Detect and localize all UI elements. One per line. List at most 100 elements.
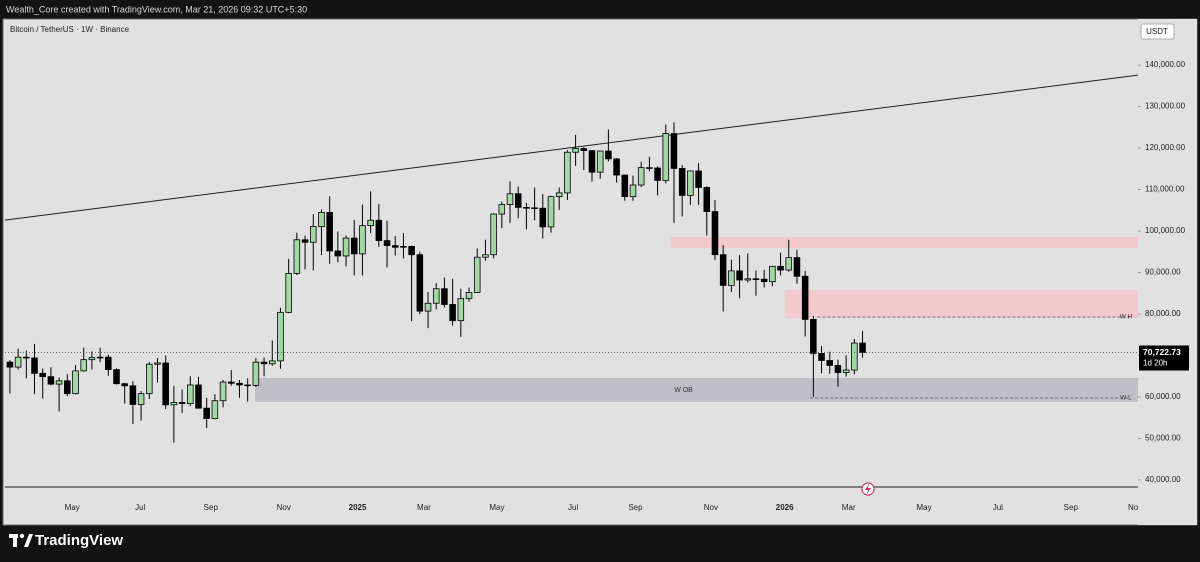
candle-body xyxy=(572,148,579,153)
candle-body xyxy=(564,151,571,194)
candle-body xyxy=(637,167,645,186)
candle-body xyxy=(55,380,63,385)
candle-body xyxy=(416,254,424,312)
currency-label: USDT xyxy=(1146,27,1168,36)
candle-body xyxy=(236,382,243,386)
candle-body xyxy=(318,211,325,227)
candle-body xyxy=(769,265,776,283)
candle-body xyxy=(187,384,194,405)
candle-body xyxy=(441,288,448,305)
trendline xyxy=(5,74,1138,221)
candle-body xyxy=(851,342,858,371)
y-tick-label: 40,000.00 xyxy=(1145,475,1181,484)
candle-body xyxy=(621,174,629,198)
candle-body xyxy=(260,361,268,365)
x-tick-label: May xyxy=(65,503,80,512)
candle-body xyxy=(80,359,87,372)
candle-body xyxy=(367,219,374,227)
candle-body xyxy=(834,365,842,373)
candle-body xyxy=(424,302,432,312)
candle-body xyxy=(719,254,727,286)
candle-body xyxy=(350,237,358,255)
brand-name: TradingView xyxy=(35,532,123,549)
zone xyxy=(670,237,1138,249)
y-tick-label: 120,000.00 xyxy=(1145,143,1186,152)
candle-body xyxy=(39,372,46,378)
candle-body xyxy=(309,226,317,243)
candle-body xyxy=(826,360,834,366)
candle-body xyxy=(400,246,407,248)
candle-body xyxy=(678,168,686,196)
candle-body xyxy=(514,193,522,208)
candle-body xyxy=(670,133,678,169)
candle-body xyxy=(277,311,284,362)
candle-body xyxy=(498,204,506,215)
x-tick-label: 2026 xyxy=(776,503,794,512)
zone-label: W OB xyxy=(674,387,693,394)
candle-body xyxy=(31,357,38,374)
candle-body xyxy=(777,265,784,271)
y-tick-label: 100,000.00 xyxy=(1145,226,1186,235)
logo-dot xyxy=(19,533,25,539)
x-tick-label: Jul xyxy=(135,503,145,512)
candle-body xyxy=(432,288,440,304)
event-bolt xyxy=(865,484,871,494)
candle-body xyxy=(64,380,71,395)
x-tick-label: Mar xyxy=(842,503,856,512)
candle-body xyxy=(736,270,743,281)
candle-body xyxy=(293,239,301,274)
candle-body xyxy=(47,376,55,385)
candle-body xyxy=(326,211,333,252)
candle-body xyxy=(752,278,760,280)
credit: Wealth_Core created with TradingView.com… xyxy=(6,4,307,14)
zone xyxy=(255,377,1138,402)
candle-body xyxy=(72,370,79,395)
y-tick-label: 110,000.00 xyxy=(1145,185,1185,194)
candle-body xyxy=(744,278,752,281)
logo-slash xyxy=(24,534,33,547)
candle-body xyxy=(252,361,260,386)
x-tick-label: Jul xyxy=(568,503,578,512)
candle-body xyxy=(613,158,620,176)
candle-body xyxy=(154,362,161,365)
candle-body xyxy=(687,170,694,196)
candle-body xyxy=(629,184,637,198)
candle-body xyxy=(391,245,399,248)
y-tick-label: 80,000.00 xyxy=(1145,309,1181,318)
x-tick-label: Nov xyxy=(704,503,718,512)
candle-body xyxy=(146,363,153,395)
candle-body xyxy=(810,319,817,354)
candle-body xyxy=(842,369,850,373)
candle-body xyxy=(23,356,30,359)
brand-logo xyxy=(9,533,33,547)
candle-body xyxy=(596,150,604,173)
candle-body xyxy=(728,270,735,286)
candle-body xyxy=(818,353,825,361)
countdown-label: 1d 20h xyxy=(1143,359,1167,368)
candle-body xyxy=(785,257,793,271)
y-tick-label: 90,000.00 xyxy=(1145,268,1181,277)
x-tick-label: May xyxy=(489,503,504,512)
candle-body xyxy=(178,401,186,405)
candle-body xyxy=(539,207,547,228)
candle-body xyxy=(301,239,309,243)
x-tick-label: Jul xyxy=(993,503,1003,512)
plot-area: W OB W H W L xyxy=(5,74,1138,443)
candle-body xyxy=(359,225,366,255)
candle-body xyxy=(375,219,383,242)
candle-body xyxy=(137,393,145,405)
y-tick-label: 130,000.00 xyxy=(1145,102,1186,111)
candle-body xyxy=(162,362,169,406)
candle-body xyxy=(801,275,809,320)
logo-stem xyxy=(13,534,17,547)
candle-body xyxy=(342,237,350,257)
candle-body xyxy=(334,250,342,257)
candle-body xyxy=(449,304,456,322)
candle-body xyxy=(703,187,711,212)
price-axis xyxy=(1138,19,1197,525)
x-tick-label: May xyxy=(916,503,931,512)
candle-body xyxy=(203,407,210,419)
currency-button[interactable] xyxy=(1140,23,1175,40)
